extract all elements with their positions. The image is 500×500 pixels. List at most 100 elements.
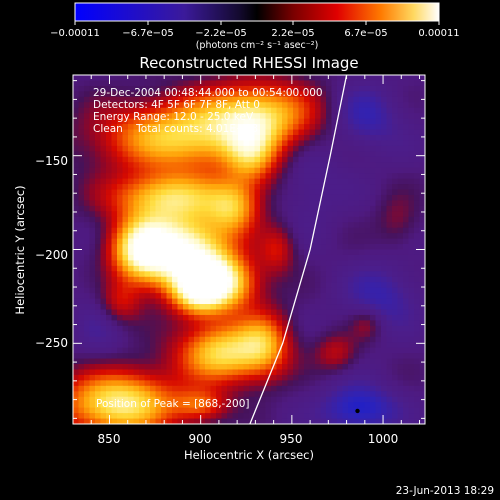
heatmap-cell bbox=[298, 331, 305, 338]
heatmap-cell bbox=[386, 396, 393, 403]
heatmap-cell bbox=[106, 129, 113, 136]
heatmap-cell bbox=[370, 347, 377, 354]
heatmap-cell bbox=[194, 200, 201, 207]
heatmap-cell bbox=[221, 118, 228, 125]
heatmap-cell bbox=[133, 167, 140, 174]
heatmap-cell bbox=[155, 304, 162, 311]
heatmap-cell bbox=[249, 173, 256, 180]
heatmap-cell bbox=[381, 205, 388, 212]
heatmap-cell bbox=[364, 336, 371, 343]
heatmap-cell bbox=[276, 325, 283, 332]
heatmap-cell bbox=[414, 113, 421, 120]
heatmap-cell bbox=[183, 374, 190, 381]
heatmap-cell bbox=[111, 124, 118, 131]
heatmap-cell bbox=[106, 238, 113, 245]
heatmap-cell bbox=[249, 205, 256, 212]
heatmap-cell bbox=[128, 205, 135, 212]
heatmap-cell bbox=[100, 336, 107, 343]
heatmap-cell bbox=[386, 314, 393, 321]
heatmap-cell bbox=[73, 374, 80, 381]
heatmap-cell bbox=[370, 418, 377, 424]
heatmap-cell bbox=[397, 314, 404, 321]
heatmap-cell bbox=[73, 271, 80, 278]
heatmap-cell bbox=[271, 113, 278, 120]
heatmap-cell bbox=[210, 189, 217, 196]
heatmap-cell bbox=[293, 369, 300, 376]
heatmap-cell bbox=[331, 276, 338, 283]
heatmap-cell bbox=[133, 271, 140, 278]
heatmap-cell bbox=[100, 124, 107, 131]
heatmap-cell bbox=[95, 347, 102, 354]
heatmap-cell bbox=[331, 75, 338, 82]
heatmap-cell bbox=[249, 194, 256, 202]
heatmap-cell bbox=[249, 331, 256, 338]
heatmap-cell bbox=[243, 314, 250, 321]
heatmap-cell bbox=[73, 129, 80, 136]
heatmap-cell bbox=[232, 102, 239, 109]
heatmap-cell bbox=[326, 374, 333, 381]
heatmap-cell bbox=[144, 233, 151, 240]
heatmap-cell bbox=[194, 85, 201, 92]
heatmap-cell bbox=[337, 140, 344, 147]
heatmap-cell bbox=[260, 287, 267, 294]
heatmap-cell bbox=[238, 353, 245, 360]
heatmap-cell bbox=[287, 369, 294, 376]
heatmap-cell bbox=[221, 293, 228, 300]
heatmap-cell bbox=[95, 96, 102, 103]
heatmap-cell bbox=[375, 151, 382, 158]
heatmap-cell bbox=[95, 107, 102, 114]
heatmap-cell bbox=[111, 353, 118, 360]
heatmap-cell bbox=[320, 276, 327, 283]
heatmap-cell bbox=[397, 293, 404, 300]
heatmap-cell bbox=[117, 385, 124, 392]
heatmap-cell bbox=[232, 107, 239, 114]
heatmap-cell bbox=[177, 200, 184, 207]
heatmap-cell bbox=[419, 276, 425, 283]
heatmap-cell bbox=[194, 413, 201, 420]
heatmap-cell bbox=[161, 254, 168, 261]
heatmap-cell bbox=[414, 216, 421, 223]
annotation-energy-range: Energy Range: 12.0 - 25.0 keV bbox=[93, 111, 254, 123]
heatmap-cell bbox=[271, 309, 278, 316]
heatmap-cell bbox=[397, 134, 404, 142]
heatmap-cell bbox=[315, 418, 322, 424]
heatmap-cell bbox=[210, 205, 217, 212]
heatmap-cell bbox=[221, 140, 228, 147]
heatmap-cell bbox=[238, 200, 245, 207]
heatmap-cell bbox=[78, 173, 85, 180]
heatmap-cell bbox=[133, 75, 140, 82]
heatmap-cell bbox=[166, 227, 173, 234]
annotation-peak-position: Position of Peak = [868,-200] bbox=[96, 398, 250, 410]
heatmap-cell bbox=[348, 265, 355, 272]
heatmap-cell bbox=[309, 118, 316, 125]
colorbar-tick-label: 0.00011 bbox=[418, 28, 459, 39]
heatmap-cell bbox=[414, 309, 421, 316]
heatmap-cell bbox=[133, 113, 140, 120]
heatmap-cell bbox=[161, 331, 168, 338]
heatmap-cell bbox=[227, 385, 234, 392]
heatmap-cell bbox=[392, 249, 399, 256]
heatmap-cell bbox=[271, 331, 278, 338]
heatmap-cell bbox=[353, 80, 360, 87]
heatmap-cell bbox=[348, 244, 355, 251]
heatmap-cell bbox=[84, 402, 91, 409]
heatmap-cell bbox=[89, 189, 96, 196]
heatmap-cell bbox=[128, 227, 135, 234]
heatmap-cell bbox=[216, 205, 223, 212]
heatmap-cell bbox=[304, 364, 311, 371]
heatmap-cell bbox=[133, 347, 140, 354]
heatmap-cell bbox=[386, 353, 393, 360]
heatmap-cell bbox=[95, 194, 102, 202]
heatmap-cell bbox=[238, 391, 245, 398]
heatmap-cell bbox=[348, 129, 355, 136]
heatmap-cell bbox=[232, 374, 239, 381]
heatmap-cell bbox=[150, 173, 157, 180]
heatmap-cell bbox=[177, 385, 184, 392]
heatmap-cell bbox=[293, 156, 300, 163]
heatmap-cell bbox=[337, 407, 344, 414]
heatmap-cell bbox=[95, 227, 102, 234]
heatmap-cell bbox=[381, 407, 388, 414]
heatmap-cell bbox=[315, 167, 322, 174]
heatmap-cell bbox=[337, 178, 344, 185]
heatmap-cell bbox=[161, 276, 168, 283]
